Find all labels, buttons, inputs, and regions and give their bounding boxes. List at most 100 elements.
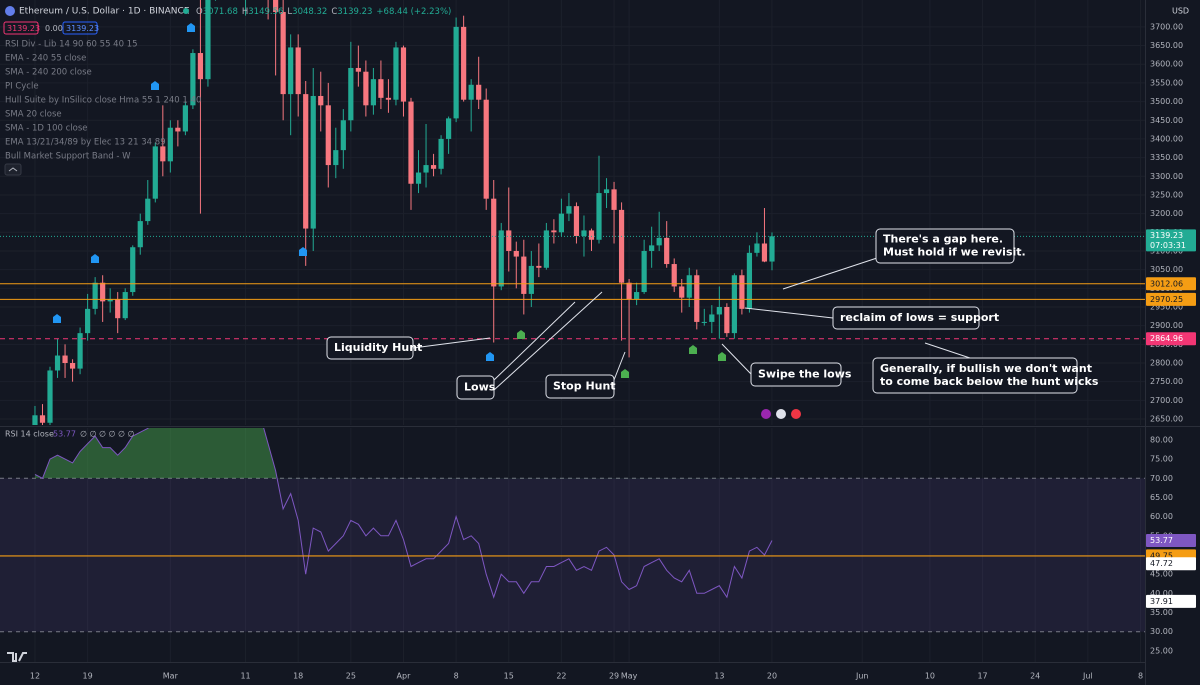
level-tag [1146, 332, 1196, 346]
level-tag [1146, 277, 1196, 291]
annotation-box [456, 375, 495, 400]
signal-markers [53, 23, 494, 361]
level-label: 3012.06 [1150, 279, 1183, 288]
candle-body [566, 206, 572, 214]
x-tick-label: 8 [454, 672, 459, 681]
x-tick-label: 10 [925, 672, 935, 681]
x-tick-label: 17 [977, 672, 987, 681]
y-tick-label: 3700.00 [1150, 22, 1183, 31]
candle-body [528, 265, 534, 294]
candle-body [573, 206, 580, 237]
rsi-band [0, 478, 1145, 632]
ohlc-legend: O3071.68 H3149.56 L3048.32 C3139.23 +68.44 (… [196, 7, 451, 17]
spread: 0.00 [45, 24, 63, 33]
market-status [183, 8, 189, 14]
candle-body [506, 230, 512, 251]
y-tick-label: 2650.00 [1150, 415, 1183, 424]
ohlc-value: 3149.56 [248, 7, 283, 17]
event-icons [761, 409, 801, 419]
candle-body [400, 47, 407, 102]
y-tick-label: 3500.00 [1150, 97, 1183, 106]
legend: Ethereum / U.S. Dollar · 1D · BINANCE O3… [3, 6, 451, 439]
x-tick-label: 13 [714, 672, 724, 681]
rsi-extra-tag [1146, 594, 1196, 608]
candle-body [491, 198, 497, 287]
candle-body [483, 99, 489, 199]
x-tick-label: 11 [240, 672, 250, 681]
candle-body [739, 275, 745, 309]
rsi-tick-label: 65.00 [1150, 493, 1173, 502]
candle-body [709, 314, 715, 322]
candle-body [54, 355, 61, 371]
rsi-na: ∅ ∅ ∅ ∅ ∅ ∅ [80, 430, 135, 439]
y-tick-label: 3600.00 [1150, 60, 1183, 69]
annotation-text: to come back below the hunt wicks [880, 375, 1099, 388]
collapse-button[interactable] [4, 163, 22, 176]
change: +68.44 (+2.23%) [376, 7, 451, 17]
symbol-icon [5, 6, 15, 16]
candle-body [453, 26, 459, 119]
rsi-extra-tag [1146, 557, 1196, 571]
leader-line [493, 291, 603, 391]
annotations [412, 256, 971, 391]
x-tick-label: May [621, 672, 638, 681]
ask: 3139.23 [66, 24, 99, 33]
overbought-fill [35, 428, 772, 479]
candle-body [303, 94, 309, 229]
rsi-pane [0, 428, 1145, 599]
candle-body [152, 146, 158, 199]
candle-body [130, 247, 136, 293]
annotation-box [875, 228, 1015, 264]
candle-body [107, 299, 113, 302]
rsi-tick-label: 40.00 [1150, 589, 1173, 598]
candle-body [551, 230, 557, 233]
indicator-name: SMA - 240 200 close [5, 68, 92, 78]
candle-body [664, 237, 670, 265]
candle-body [32, 415, 38, 425]
candle-body [100, 282, 106, 302]
ohlc-value: 3139.23 [337, 7, 372, 17]
x-tick-label: 8 [1138, 672, 1143, 681]
x-tick-label: 25 [346, 672, 356, 681]
candle-body [77, 333, 83, 369]
x-tick-label: 19 [83, 672, 93, 681]
candle-body [280, 11, 286, 95]
rsi-tick-label: 35.00 [1150, 608, 1173, 617]
tv-logo [7, 652, 27, 662]
leader-line [493, 301, 576, 381]
candle-body [175, 127, 181, 132]
y-tick-label: 3650.00 [1150, 41, 1183, 50]
axes: 12 19 Mar 11 18 25 Apr 8 15 22 29 May 13 20 Jun 10 17 24 J… [30, 22, 1196, 681]
candle-body [596, 193, 602, 240]
candle-body [39, 415, 46, 423]
candle-body [618, 209, 625, 283]
indicator-name: Bull Market Support Band - W [5, 152, 131, 162]
candle-body [415, 172, 422, 184]
annotation-boxes: There's a gap here.Must hold if we revis… [326, 228, 1099, 400]
candle-body [310, 95, 316, 229]
candle-body [182, 105, 188, 132]
signal-arrow [718, 352, 726, 361]
ohlc-prefix: O [196, 7, 203, 17]
rsi-extra-label: 47.72 [1150, 559, 1173, 568]
bid: 3139.23 [7, 24, 40, 33]
candle-body [521, 256, 527, 294]
symbol-title: Ethereum / U.S. Dollar · 1D · BINANCE [19, 7, 190, 17]
rsi-tick-label: 30.00 [1150, 627, 1173, 636]
candle-body [167, 127, 173, 162]
candle-body [408, 101, 414, 184]
leader-line [412, 337, 491, 349]
indicator-name: Hull Suite by InSilico close Hma 55 1 24… [5, 96, 201, 106]
level-label: 2970.25 [1150, 295, 1183, 304]
candle-body [145, 198, 151, 222]
candle-body [273, 0, 279, 12]
candle-body [701, 321, 707, 323]
last-price-tag [1146, 229, 1196, 252]
bid-box [3, 21, 39, 35]
candle-body [69, 363, 76, 369]
candle-body [205, 0, 211, 80]
indicator-name: EMA - 240 55 close [5, 54, 86, 64]
leader-line [721, 343, 752, 375]
x-tick-label: 20 [767, 672, 777, 681]
